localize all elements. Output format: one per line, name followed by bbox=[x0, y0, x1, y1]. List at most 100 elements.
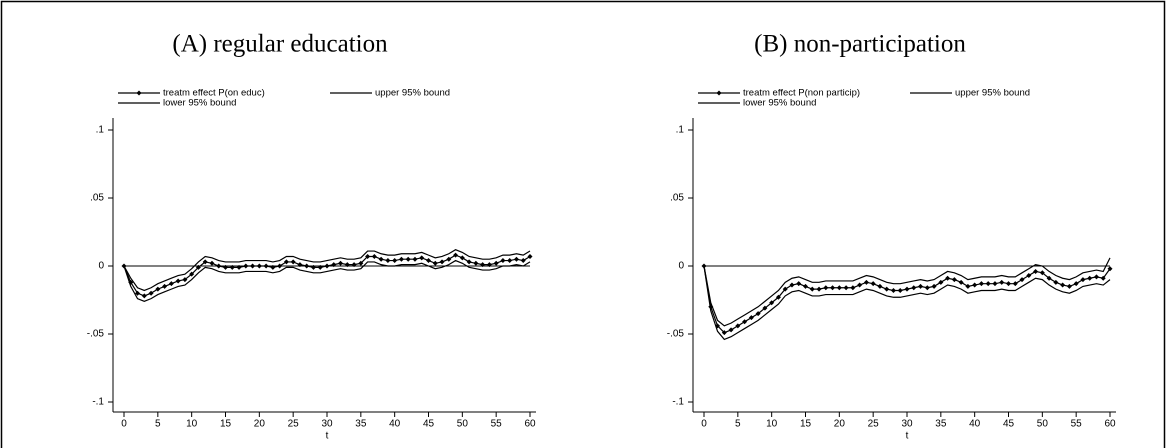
x-tick-label: 40 bbox=[969, 419, 981, 430]
point-marker bbox=[1026, 273, 1032, 279]
point-marker bbox=[202, 259, 208, 265]
x-tick-label: 55 bbox=[491, 419, 503, 430]
point-marker bbox=[331, 262, 337, 268]
y-tick-label: .1 bbox=[96, 125, 105, 136]
x-tick-label: 55 bbox=[1071, 419, 1083, 430]
point-marker bbox=[735, 323, 741, 329]
point-marker bbox=[426, 258, 431, 264]
y-tick-label: .05 bbox=[90, 193, 104, 204]
point-marker bbox=[236, 264, 242, 270]
x-tick-label: 25 bbox=[868, 419, 880, 430]
point-marker bbox=[290, 259, 296, 265]
point-marker bbox=[520, 258, 526, 264]
x-tick-label: 5 bbox=[155, 419, 161, 430]
y-tick-label: .1 bbox=[676, 125, 685, 136]
point-marker bbox=[769, 300, 775, 306]
x-tick-label: 50 bbox=[457, 419, 469, 430]
point-marker bbox=[863, 279, 869, 285]
point-marker bbox=[809, 286, 815, 292]
series-line bbox=[703, 257, 1111, 327]
point-marker bbox=[1093, 274, 1099, 280]
point-marker bbox=[324, 263, 330, 269]
point-marker bbox=[782, 286, 788, 292]
point-marker bbox=[748, 315, 754, 321]
point-marker bbox=[951, 277, 957, 283]
y-tick-label: -.05 bbox=[667, 329, 685, 340]
point-marker bbox=[365, 253, 371, 259]
point-marker bbox=[493, 260, 499, 266]
point-marker bbox=[978, 281, 984, 287]
point-marker bbox=[459, 255, 465, 261]
point-marker bbox=[283, 259, 289, 265]
point-marker bbox=[209, 260, 215, 266]
point-marker bbox=[513, 256, 519, 262]
y-tick-label: -.1 bbox=[672, 397, 684, 408]
x-tick-label: 50 bbox=[1037, 419, 1049, 430]
point-marker bbox=[500, 258, 506, 264]
point-marker bbox=[1012, 281, 1018, 287]
point-marker bbox=[1107, 266, 1113, 272]
point-marker bbox=[263, 263, 269, 269]
series-line bbox=[703, 265, 1111, 341]
point-marker bbox=[1053, 279, 1059, 285]
point-marker bbox=[412, 256, 418, 262]
point-marker bbox=[310, 264, 316, 270]
point-marker bbox=[378, 256, 384, 262]
x-axis-label: t bbox=[906, 431, 909, 442]
chart-title: (A) regular education bbox=[172, 31, 388, 58]
point-marker bbox=[480, 262, 486, 268]
x-tick-label: 30 bbox=[901, 419, 913, 430]
x-tick-label: 45 bbox=[423, 419, 435, 430]
point-marker bbox=[473, 260, 479, 266]
point-marker bbox=[439, 259, 445, 265]
point-marker bbox=[432, 260, 438, 266]
point-marker bbox=[1080, 277, 1086, 283]
point-marker bbox=[243, 263, 249, 269]
point-marker bbox=[182, 277, 188, 283]
point-marker bbox=[527, 253, 533, 259]
legend-label: treatm effect P(non particip) bbox=[743, 88, 860, 99]
y-tick-label: .05 bbox=[670, 193, 684, 204]
point-marker bbox=[992, 281, 998, 287]
point-marker bbox=[216, 263, 222, 269]
point-marker bbox=[398, 256, 404, 262]
point-marker bbox=[816, 286, 822, 292]
x-tick-label: 35 bbox=[355, 419, 367, 430]
x-tick-label: 60 bbox=[524, 419, 536, 430]
point-marker bbox=[1033, 268, 1039, 274]
point-marker bbox=[351, 262, 357, 268]
point-marker bbox=[195, 264, 201, 270]
point-marker bbox=[890, 287, 896, 293]
legend-label: lower 95% bound bbox=[743, 98, 816, 109]
point-marker bbox=[250, 263, 256, 269]
point-marker bbox=[155, 286, 161, 292]
point-marker bbox=[1039, 270, 1045, 276]
point-marker bbox=[453, 252, 459, 258]
point-marker bbox=[466, 259, 472, 265]
point-marker bbox=[945, 275, 951, 281]
point-marker bbox=[1046, 275, 1052, 281]
x-tick-label: 20 bbox=[834, 419, 846, 430]
point-marker bbox=[803, 283, 808, 289]
point-marker bbox=[344, 262, 350, 268]
point-marker bbox=[1060, 282, 1066, 288]
y-tick-label: -.1 bbox=[92, 397, 104, 408]
point-marker bbox=[1019, 277, 1025, 283]
point-marker bbox=[884, 286, 890, 292]
x-tick-label: 15 bbox=[800, 419, 812, 430]
point-marker bbox=[721, 330, 727, 336]
point-marker bbox=[823, 285, 829, 291]
point-marker bbox=[419, 255, 425, 261]
point-marker bbox=[755, 311, 761, 317]
legend-label: upper 95% bound bbox=[375, 88, 450, 99]
point-marker bbox=[918, 283, 924, 289]
point-marker bbox=[507, 258, 513, 264]
point-marker bbox=[972, 282, 978, 288]
point-marker bbox=[486, 262, 492, 268]
point-marker bbox=[999, 279, 1005, 285]
point-marker bbox=[256, 263, 262, 269]
point-marker bbox=[223, 264, 228, 270]
point-marker bbox=[1073, 281, 1079, 287]
point-marker bbox=[775, 294, 781, 300]
